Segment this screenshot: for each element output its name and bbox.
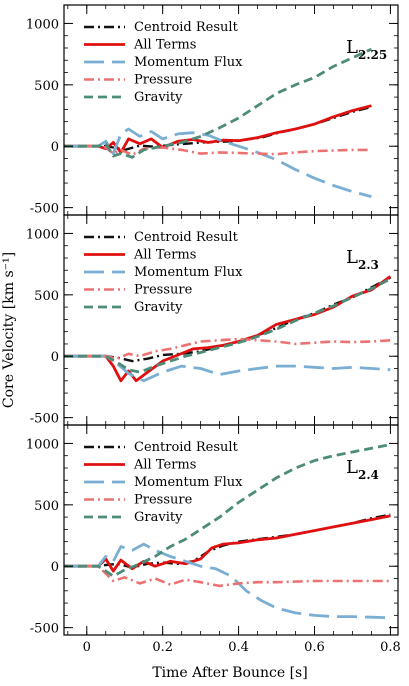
legend-label: All Terms (133, 248, 196, 263)
series-line-gravity (64, 47, 372, 159)
series-group (64, 443, 391, 620)
x-axis-label: Time After Bounce [s] (152, 665, 307, 681)
legend: Centroid Result All Terms Momentum Flux Pre… (84, 440, 243, 525)
series-line-gravity (64, 277, 392, 374)
series-line-momentum-flux (64, 542, 391, 620)
legend-label: Momentum Flux (134, 475, 243, 490)
panel-label: L (346, 37, 358, 58)
legend-label: Pressure (134, 283, 193, 298)
legend-label: Centroid Result (134, 230, 239, 245)
y-tick-label: 0 (51, 350, 59, 365)
legend-label: Gravity (134, 300, 183, 315)
series-line-momentum-flux (64, 127, 372, 198)
legend: Centroid Result All Terms Momentum Flux Pre… (84, 230, 243, 315)
series-group (64, 275, 392, 383)
legend-label: Momentum Flux (134, 55, 243, 70)
panel-label-subscript: 2.4 (358, 468, 379, 482)
series-line-momentum-flux (64, 354, 391, 383)
panel-1: -500 0 500 1000 Centroid Result All Terms Mome… (26, 4, 399, 217)
y-tick-label: -500 (30, 202, 59, 217)
x-tick-label: 0 (83, 640, 91, 655)
y-tick-label: 0 (51, 560, 59, 575)
legend-label: Gravity (134, 510, 183, 525)
panel-label-subscript: 2.25 (358, 48, 387, 62)
x-tick-label: 0.2 (152, 640, 173, 655)
y-tick-label: -500 (30, 412, 59, 427)
series-line-centroid (64, 513, 391, 569)
panels: -500 0 500 1000 Centroid Result All Terms Mome… (26, 4, 401, 655)
series-line-all-terms (64, 275, 392, 383)
y-tick-label: 1000 (26, 437, 59, 452)
legend-label: Momentum Flux (134, 265, 243, 280)
legend-label: All Terms (133, 38, 196, 53)
y-tick-label: 1000 (26, 17, 59, 32)
panel-frame (63, 424, 399, 636)
series-line-all-terms (64, 514, 391, 573)
legend-label: Pressure (134, 73, 193, 88)
legend: Centroid Result All Terms Momentum Flux Pre… (84, 20, 243, 105)
x-tick-label: 0.4 (228, 640, 249, 655)
y-tick-label: 500 (34, 499, 59, 514)
y-tick-label: 500 (34, 79, 59, 94)
panel-3: -500 0 500 1000 0 0.2 0.4 0.6 0.8 Centroid Result… (26, 424, 401, 655)
series-group (64, 47, 372, 198)
panel-2: -500 0 500 1000 Centroid Result All Terms Mome… (26, 214, 399, 427)
panel-label-subscript: 2.3 (358, 258, 379, 272)
y-tick-label: -500 (30, 622, 59, 637)
legend-label: Gravity (134, 90, 183, 105)
series-line-pressure (64, 337, 391, 361)
y-tick-label: 1000 (26, 227, 59, 242)
y-tick-label: 0 (51, 140, 59, 155)
legend-label: Centroid Result (134, 440, 239, 455)
legend-label: All Terms (133, 458, 196, 473)
x-tick-label: 0.8 (380, 640, 401, 655)
series-line-gravity (64, 443, 391, 578)
x-tick-label: 0.6 (304, 640, 325, 655)
panel-label: L (346, 247, 358, 268)
series-line-pressure (64, 144, 372, 157)
panel-label: L (346, 457, 358, 478)
y-axis-label: Core Velocity [km s⁻¹] (1, 252, 17, 408)
series-line-all-terms (64, 104, 372, 154)
legend-label: Centroid Result (134, 20, 239, 35)
legend-label: Pressure (134, 493, 193, 508)
y-tick-label: 500 (34, 289, 59, 304)
